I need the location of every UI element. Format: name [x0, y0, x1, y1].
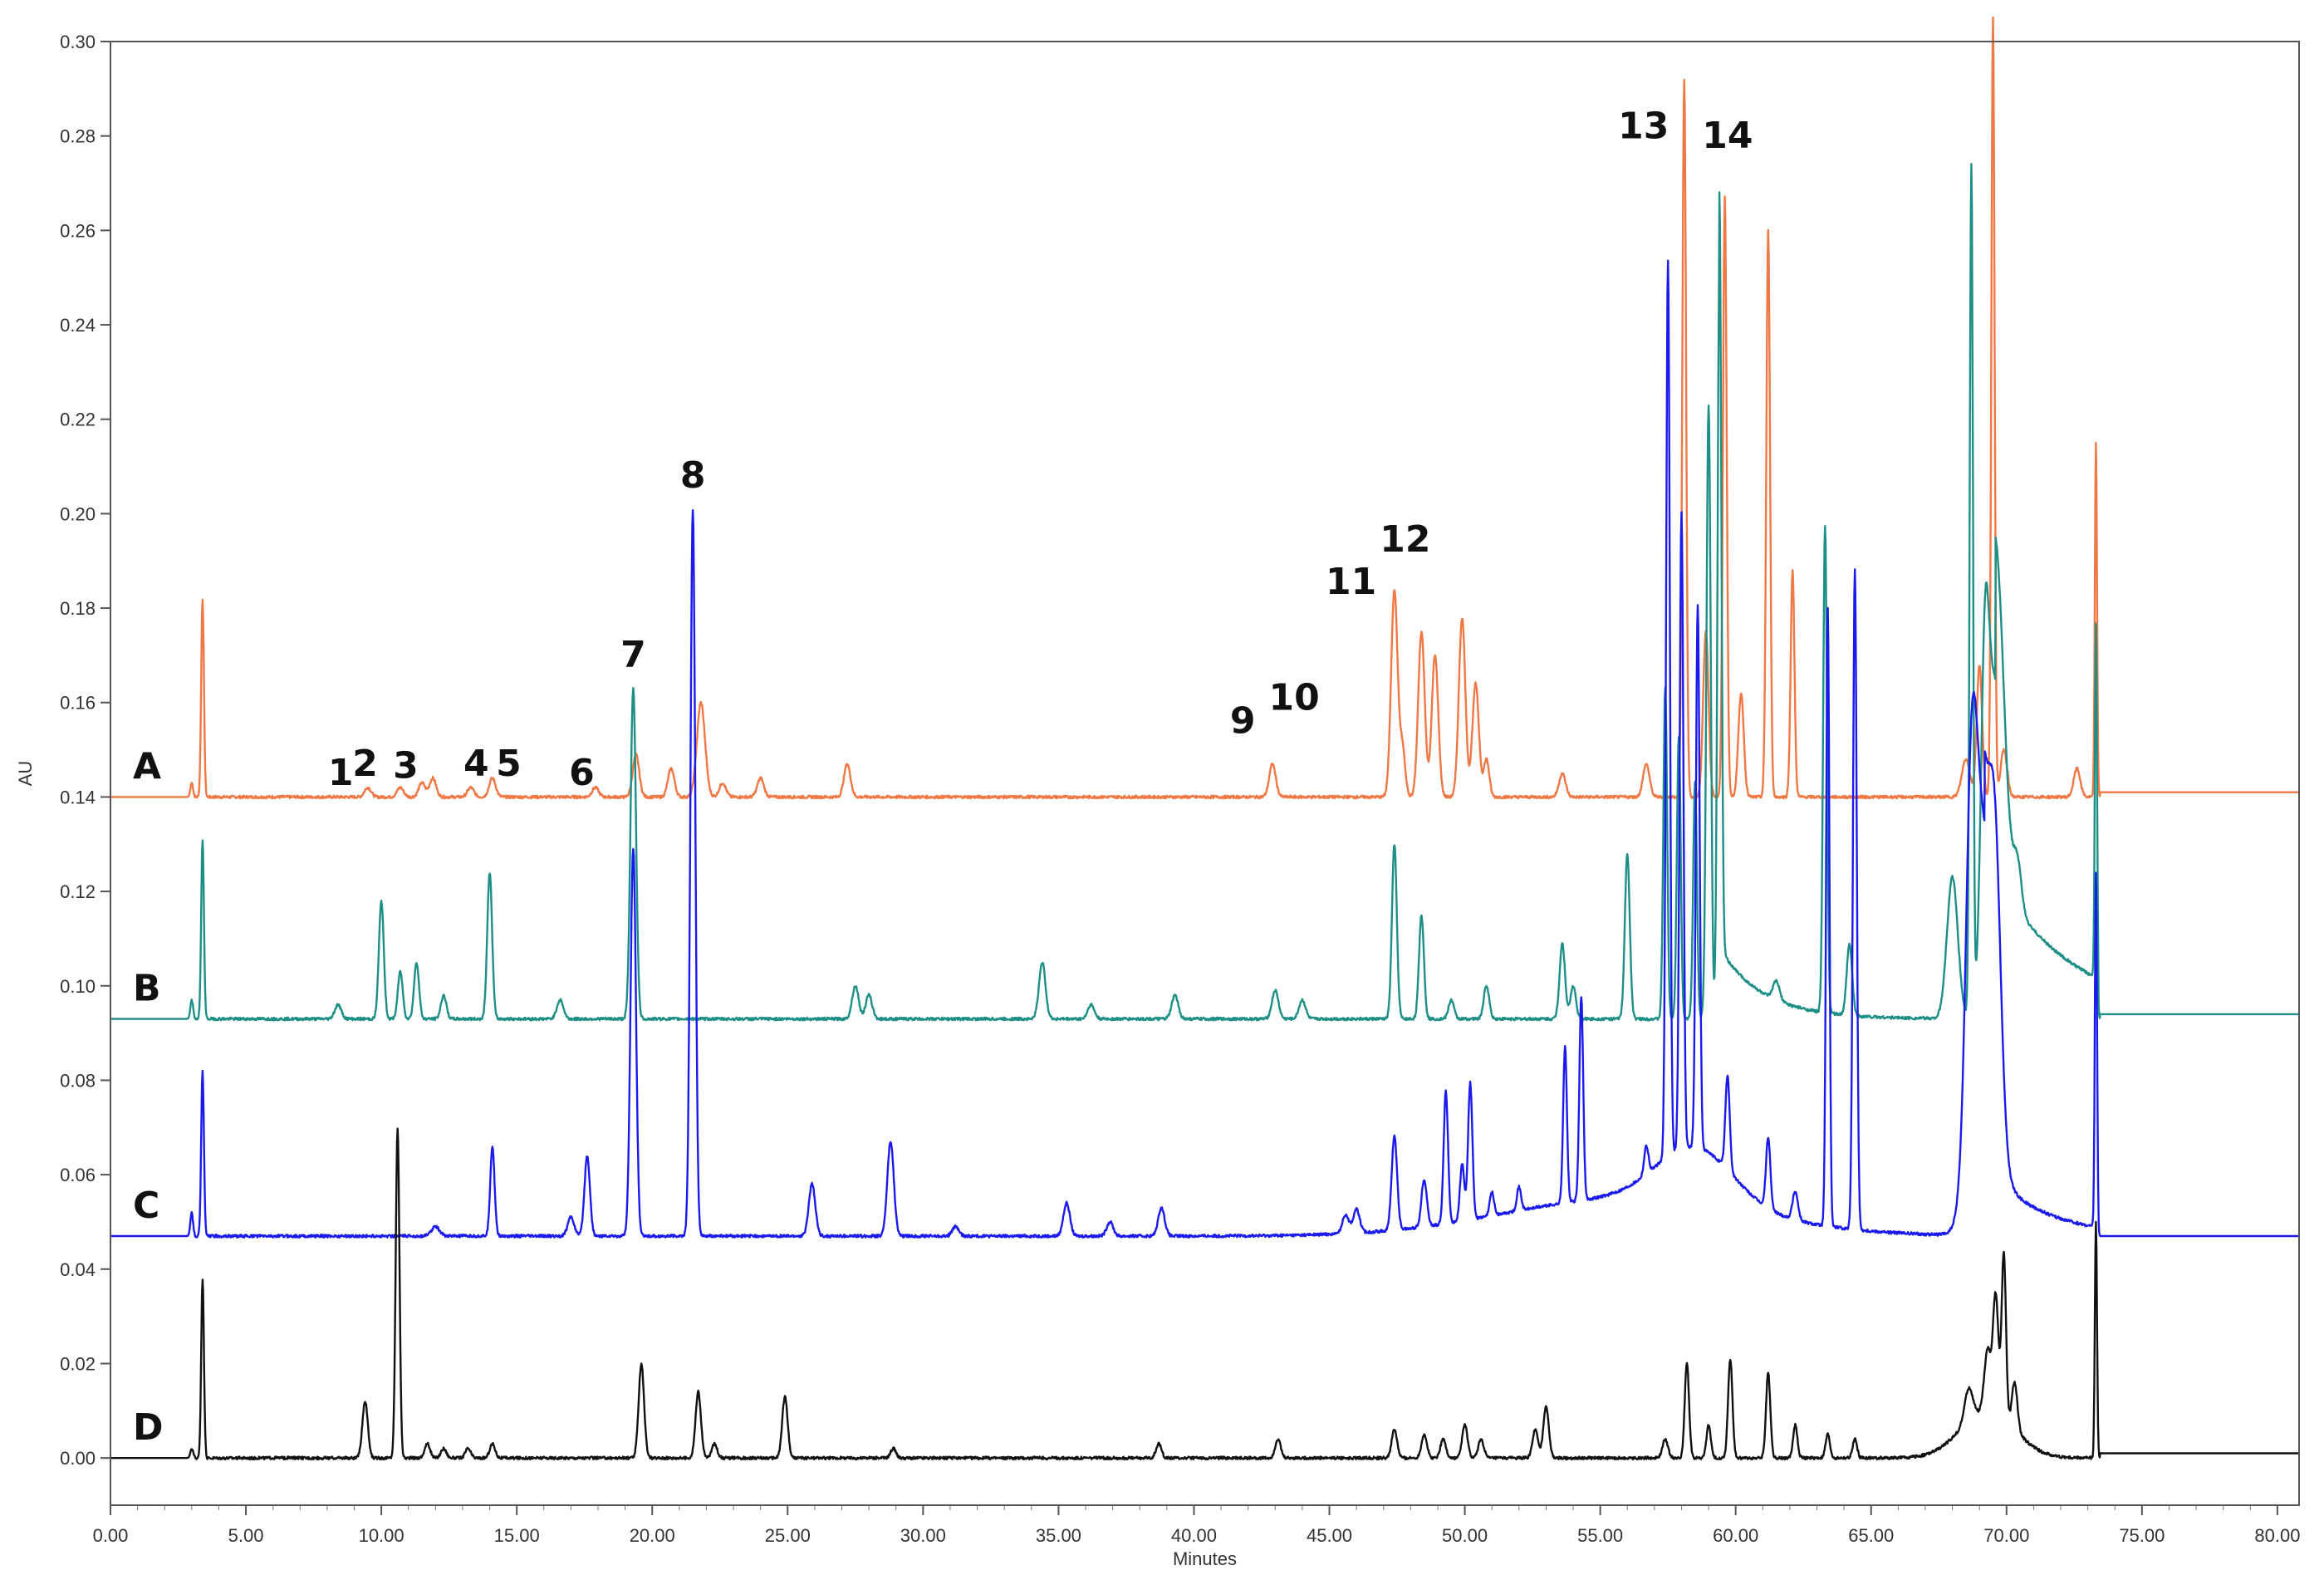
traces	[110, 16, 2300, 1461]
y-axis: 0.00 0.02 0.04 0.06 0.08 0.10 0.12 0.14 0.16 0.18…	[60, 32, 110, 1469]
trace-c	[110, 259, 2300, 1239]
y-tick-label: 0.04	[60, 1259, 96, 1280]
x-tick-label: 55.00	[1577, 1525, 1623, 1546]
x-tick-label: 25.00	[765, 1525, 811, 1546]
peak-label: 2	[352, 743, 378, 785]
y-tick-label: 0.10	[60, 976, 96, 997]
trace-label-b: B	[133, 968, 161, 1010]
x-tick-label: 10.00	[359, 1525, 404, 1546]
x-tick-label: 80.00	[2254, 1525, 2300, 1546]
y-tick-label: 0.12	[60, 881, 96, 902]
y-tick-label: 0.14	[60, 787, 96, 807]
peak-label: 10	[1269, 676, 1320, 719]
trace-b	[110, 163, 2300, 1022]
y-tick-label: 0.08	[60, 1070, 96, 1091]
x-tick-label: 45.00	[1307, 1525, 1352, 1546]
peak-label: 1	[328, 752, 354, 794]
y-tick-label: 0.18	[60, 598, 96, 619]
x-tick-label: 60.00	[1713, 1525, 1758, 1546]
trace-a	[110, 16, 2300, 800]
x-tick-label: 40.00	[1171, 1525, 1217, 1546]
y-tick-label: 0.06	[60, 1165, 96, 1185]
trace-label-a: A	[133, 745, 161, 787]
y-axis-title: AU	[15, 761, 36, 787]
peak-label: 14	[1702, 115, 1753, 157]
trace-labels: A B C D	[133, 745, 164, 1449]
peak-label: 13	[1618, 105, 1669, 148]
y-tick-label: 0.26	[60, 220, 96, 241]
y-tick-label: 0.24	[60, 315, 96, 336]
y-tick-label: 0.20	[60, 503, 96, 524]
plot-frame	[110, 41, 2300, 1506]
y-tick-label: 0.02	[60, 1353, 96, 1374]
trace-label-c: C	[133, 1185, 159, 1227]
peak-label: 4	[463, 743, 489, 785]
x-tick-label: 70.00	[1983, 1525, 2029, 1546]
peak-label: 12	[1380, 518, 1430, 561]
peak-label: 7	[620, 634, 646, 676]
peak-label: 3	[393, 745, 419, 787]
trace-label-d: D	[133, 1406, 164, 1449]
peak-label: 6	[569, 752, 595, 794]
x-tick-label: 75.00	[2119, 1525, 2165, 1546]
x-tick-label: 20.00	[630, 1525, 675, 1546]
x-tick-label: 30.00	[900, 1525, 946, 1546]
x-tick-label: 0.00	[93, 1525, 129, 1546]
x-tick-label: 65.00	[1848, 1525, 1894, 1546]
x-axis-title: Minutes	[1173, 1548, 1237, 1569]
y-tick-label: 0.00	[60, 1448, 96, 1469]
x-tick-label: 35.00	[1036, 1525, 1081, 1546]
x-tick-label: 5.00	[228, 1525, 264, 1546]
x-tick-label: 15.00	[494, 1525, 540, 1546]
peak-label: 5	[496, 743, 522, 785]
y-tick-label: 0.28	[60, 126, 96, 147]
y-tick-label: 0.22	[60, 410, 96, 430]
x-axis: 0.00 5.00 10.00 15.00 20.00 25.00 30.00 35.00 40…	[93, 1505, 2300, 1546]
peak-label: 8	[680, 454, 706, 497]
x-tick-label: 50.00	[1442, 1525, 1488, 1546]
trace-d	[110, 1127, 2300, 1461]
peak-label: 11	[1326, 561, 1376, 603]
y-tick-label: 0.30	[60, 32, 96, 52]
y-tick-label: 0.16	[60, 693, 96, 714]
peak-label: 9	[1230, 700, 1256, 743]
